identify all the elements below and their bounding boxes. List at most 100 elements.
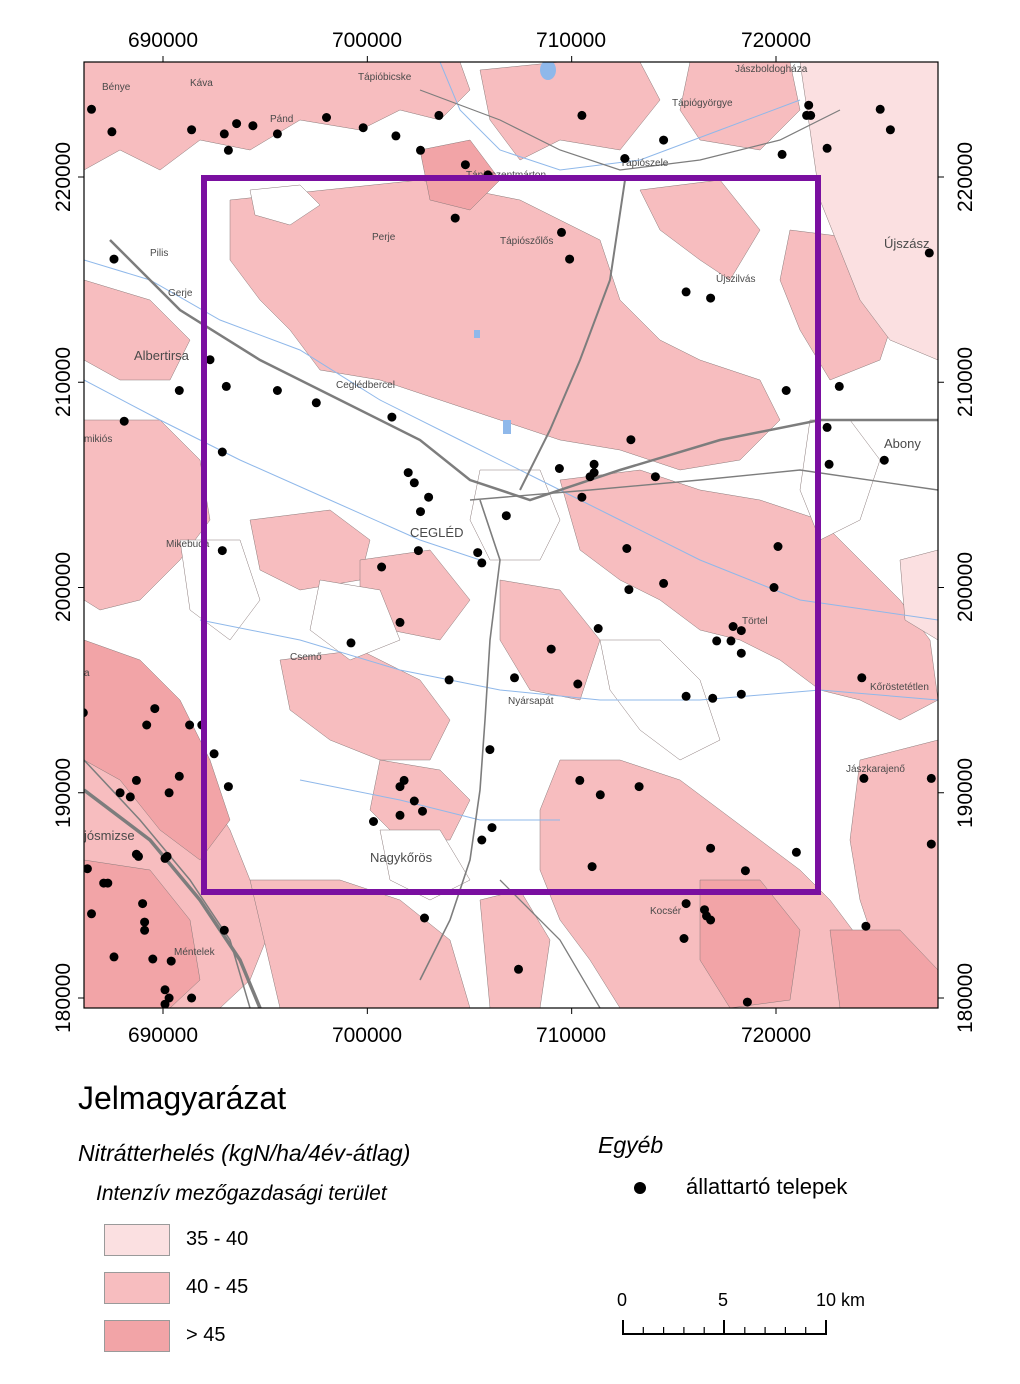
- label-benye: Bénye: [102, 82, 131, 93]
- farm-point: [557, 227, 566, 237]
- farm-point: [185, 720, 195, 730]
- farm-point: [395, 617, 405, 627]
- farm-point: [626, 435, 636, 445]
- farm-point: [577, 492, 587, 502]
- farm-point: [209, 749, 219, 759]
- label-tapioszolos: Tápiószőlős: [500, 236, 553, 247]
- farm-point: [311, 398, 321, 408]
- farm-point: [460, 160, 470, 170]
- farm-point: [140, 917, 150, 927]
- farm-point: [87, 104, 96, 114]
- farm-point: [409, 478, 419, 488]
- landuse-35-40: [799, 62, 938, 641]
- farm-point: [595, 790, 605, 800]
- farm-point: [84, 864, 92, 874]
- scale-label-0: 0: [617, 1290, 628, 1310]
- farm-point: [736, 689, 746, 699]
- farm-point: [223, 782, 233, 792]
- axis-ticks: [78, 56, 944, 1014]
- farm-point: [706, 293, 716, 303]
- farm-point: [593, 624, 603, 633]
- farm-point: [624, 585, 634, 595]
- farm-point: [403, 468, 413, 478]
- y-tick-left-4: 190000: [52, 758, 75, 828]
- label-korosteteten: Kőröstetétlen: [870, 682, 929, 693]
- label-a: a: [84, 668, 90, 679]
- x-tick-bottom-4: 720000: [741, 1024, 811, 1047]
- farm-point: [587, 862, 597, 872]
- farm-point: [773, 542, 783, 551]
- landuse-40-45: [84, 62, 938, 1008]
- scale-label-5: 5: [718, 1290, 729, 1310]
- farm-point: [232, 119, 242, 129]
- farm-point: [477, 558, 487, 568]
- farm-point: [804, 100, 814, 110]
- farm-point: [377, 562, 387, 572]
- legend-swatch-35-40: [104, 1224, 170, 1256]
- y-axis-left: 220000 210000 200000 190000 180000: [52, 142, 75, 1033]
- farm-point: [565, 254, 575, 264]
- legend-item-40-45: 40 - 45: [104, 1272, 404, 1306]
- farm-point: [589, 459, 599, 469]
- farm-point: [109, 952, 119, 962]
- legend-other-title: Egyéb: [598, 1132, 664, 1158]
- farm-point: [806, 110, 816, 120]
- farm-point: [681, 287, 691, 297]
- farm-point: [573, 679, 583, 689]
- farm-point: [150, 704, 160, 714]
- label-pilis: Pilis: [150, 248, 168, 259]
- farm-point: [885, 125, 895, 135]
- farm-point: [115, 788, 125, 798]
- farm-point: [585, 472, 595, 482]
- farm-point: [659, 578, 669, 588]
- farm-point: [409, 796, 419, 806]
- farm-point: [418, 806, 427, 816]
- farm-point: [822, 143, 832, 153]
- y-tick-left-2: 210000: [52, 347, 75, 417]
- y-tick-right-4: 190000: [954, 758, 977, 828]
- label-abony: Abony: [884, 436, 921, 451]
- farm-point: [125, 792, 135, 802]
- farm-point: [131, 775, 141, 785]
- legend-title: Jelmagyarázat: [78, 1080, 287, 1116]
- farm-point: [84, 708, 88, 718]
- farm-point: [777, 149, 787, 159]
- farm-point: [824, 459, 834, 469]
- legend-label-40-45: 40 - 45: [186, 1276, 249, 1298]
- farm-point: [424, 492, 434, 502]
- farm-point: [501, 511, 511, 521]
- farm-point: [148, 954, 158, 964]
- farm-point: [166, 956, 176, 966]
- farm-point: [164, 788, 174, 798]
- farm-point: [420, 913, 429, 923]
- label-perje: Perje: [372, 232, 396, 243]
- farm-point: [107, 127, 117, 137]
- farm-point: [87, 909, 96, 919]
- y-tick-right-1: 220000: [954, 142, 977, 212]
- farm-point: [728, 622, 738, 631]
- farm-point: [477, 835, 487, 845]
- farm-point: [650, 472, 660, 482]
- label-ceglebercel: Ceglédbercel: [336, 380, 395, 391]
- label-nagykoros: Nagykőrös: [370, 850, 433, 865]
- farm-point: [708, 693, 718, 703]
- farm-point: [740, 866, 750, 876]
- farm-point: [485, 745, 495, 755]
- farm-point: [681, 691, 691, 701]
- farm-point: [857, 673, 867, 683]
- farm-point: [834, 381, 844, 391]
- farm-point: [160, 999, 170, 1008]
- y-tick-right-3: 200000: [954, 552, 977, 622]
- label-jaszkarajeno: Jászkarajenő: [846, 764, 905, 775]
- label-gerje: Gerje: [168, 288, 193, 299]
- label-nyarsapat: Nyársapát: [508, 696, 554, 707]
- farm-point: [769, 583, 779, 592]
- y-axis-right: 220000 210000 200000 190000 180000: [954, 142, 977, 1033]
- farm-point: [620, 154, 630, 163]
- legend-subtitle: Nitrátterhelés (kgN/ha/4év-átlag): [78, 1140, 411, 1166]
- farm-point: [219, 925, 229, 935]
- farm-point: [217, 447, 227, 457]
- farm-point: [205, 355, 215, 365]
- legend-swatch-gt-45: [104, 1320, 170, 1352]
- x-tick-top-2: 700000: [332, 29, 402, 52]
